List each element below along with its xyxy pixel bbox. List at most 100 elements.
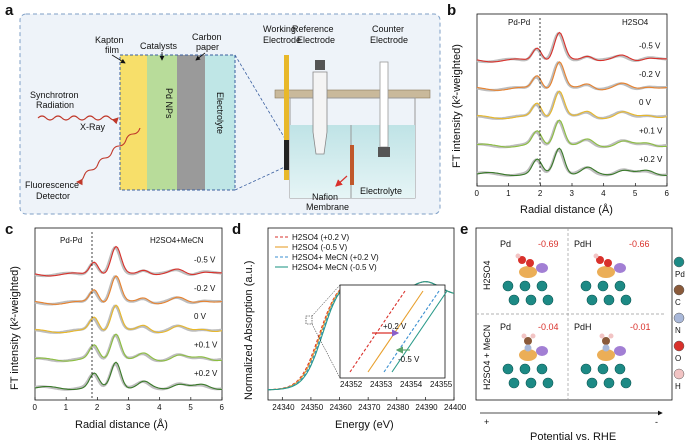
panel-e: e Pd -0.69 PdH -0.66 Pd -0.04 PdH -0.01 …: [460, 221, 685, 443]
n-atom: [524, 344, 532, 352]
pd-atom: [542, 294, 554, 306]
potential-label: 0 V: [639, 98, 652, 107]
pd-atom: [508, 377, 520, 389]
panel-d: d H2SO4 (+0.2 V) H2SO4 (-0.5 V) H2SO4+ M…: [232, 221, 467, 431]
legend-label-c: C: [675, 298, 681, 307]
kapton-label: Kapton: [95, 35, 124, 45]
working-electrode-window: [284, 140, 289, 170]
charge-density: [614, 346, 626, 356]
reference-label: Reference: [292, 24, 334, 34]
counter-electrode-tip: [378, 147, 390, 157]
pd-atom: [542, 377, 554, 389]
xray-beam: [37, 115, 119, 125]
catalysts-label: Catalysts: [140, 41, 178, 51]
legend-atom-c: [673, 284, 685, 296]
panel-letter-b: b: [447, 2, 456, 19]
x-tick-label: 3: [126, 403, 131, 412]
potential-label: +0.2 V: [639, 155, 663, 164]
xray-label: X-Ray: [80, 122, 106, 132]
carbon-label: Carbon: [192, 32, 222, 42]
reference-electrode-label: Electrode: [297, 35, 335, 45]
charge-density: [597, 266, 615, 278]
cell-4-label: PdH: [574, 322, 592, 332]
panel-d-xlabel: Energy (eV): [335, 419, 394, 431]
row-label-2: H2SO4 + MeCN: [482, 325, 492, 390]
h-atom: [599, 333, 605, 339]
working-label: Working: [263, 24, 296, 34]
panel-c: c Pd-Pd H2SO4+MeCN +0.2 V +0.1 V 0 V -0.2 V…: [5, 221, 225, 431]
detector-label: Detector: [36, 191, 70, 201]
x-tick-label: 24340: [272, 403, 295, 412]
panel-d-inset: [339, 284, 446, 379]
cell-3-value: -0.04: [538, 322, 559, 332]
h-atom: [515, 253, 521, 259]
h-atom: [593, 253, 599, 259]
x-tick-label: 24350: [301, 403, 324, 412]
potential-label: -0.5 V: [194, 255, 216, 264]
panel-e-structures: [502, 253, 632, 389]
inset-label-plus: +0.2 V: [383, 322, 407, 331]
potential-label: +0.1 V: [194, 341, 218, 350]
x-tick-label: 2: [538, 189, 543, 198]
panel-c-ylabel: FT intensity (k²-weighted): [9, 266, 21, 390]
x-tick-label: 1: [506, 189, 511, 198]
legend-label-n: N: [675, 326, 681, 335]
legend-atom-pd: [673, 256, 685, 268]
potential-label: +0.2 V: [194, 369, 218, 378]
pd-atom: [597, 280, 609, 292]
legend-entry-2: H2SO4 (-0.5 V): [292, 243, 347, 252]
inset-tick-label: 24354: [400, 380, 423, 389]
x-tick-label: 0: [475, 189, 480, 198]
o-atom: [604, 259, 612, 267]
cell-4-value: -0.01: [630, 322, 651, 332]
data-curve: [476, 147, 668, 177]
potential-label: +0.1 V: [639, 127, 663, 136]
legend-atom-n: [673, 312, 685, 324]
fit-curve: [34, 275, 223, 306]
panel-b-peak-label: Pd-Pd: [508, 18, 530, 27]
charge-density: [597, 349, 615, 361]
pd-atom: [525, 377, 537, 389]
panel-d-legend: H2SO4 (+0.2 V) H2SO4 (-0.5 V) H2SO4+ MeC…: [275, 233, 379, 272]
panel-b-curves: [476, 31, 668, 177]
pd-atom: [620, 377, 632, 389]
x-tick-label: 24360: [330, 403, 353, 412]
h-atom: [521, 333, 527, 339]
electrolyte-layer: [205, 55, 235, 190]
pd-atom: [620, 294, 632, 306]
o-atom: [518, 256, 526, 264]
charge-density: [519, 266, 537, 278]
pd-atom: [580, 280, 592, 292]
x-tick-label: 24380: [387, 403, 410, 412]
x-tick-label: 5: [633, 189, 638, 198]
counter-label: Counter: [372, 24, 404, 34]
cell-lid: [274, 89, 431, 99]
pd-atom: [536, 363, 548, 375]
fluorescence-beam: [75, 127, 141, 186]
pd-atom: [502, 280, 514, 292]
o-atom: [526, 259, 534, 267]
legend-entry-1: H2SO4 (+0.2 V): [292, 233, 349, 242]
panel-letter-e: e: [460, 221, 468, 238]
fit-curve: [476, 61, 668, 92]
electrolyte-vertical-label: Electrolyte: [215, 92, 225, 134]
charge-density: [536, 263, 548, 273]
x-tick-label: 6: [220, 403, 225, 412]
panel-letter-a: a: [5, 2, 14, 19]
inset-curve: [383, 290, 440, 373]
panel-c-curves: [34, 245, 223, 391]
panel-c-peak-label: Pd-Pd: [60, 236, 82, 245]
legend-atom-o: [673, 340, 685, 352]
data-curve: [477, 90, 668, 120]
x-tick-label: 0: [33, 403, 38, 412]
data-curve: [34, 245, 223, 277]
paper-label: paper: [196, 42, 219, 52]
legend-atom-h: [673, 368, 685, 380]
pd-atom: [614, 363, 626, 375]
pd-atom: [603, 377, 615, 389]
x-tick-label: 4: [157, 403, 162, 412]
x-tick-label: 4: [601, 189, 606, 198]
panel-a: a Kapton film Catalysts Carbon paper Pd …: [5, 2, 441, 215]
legend-label-h: H: [675, 382, 681, 391]
